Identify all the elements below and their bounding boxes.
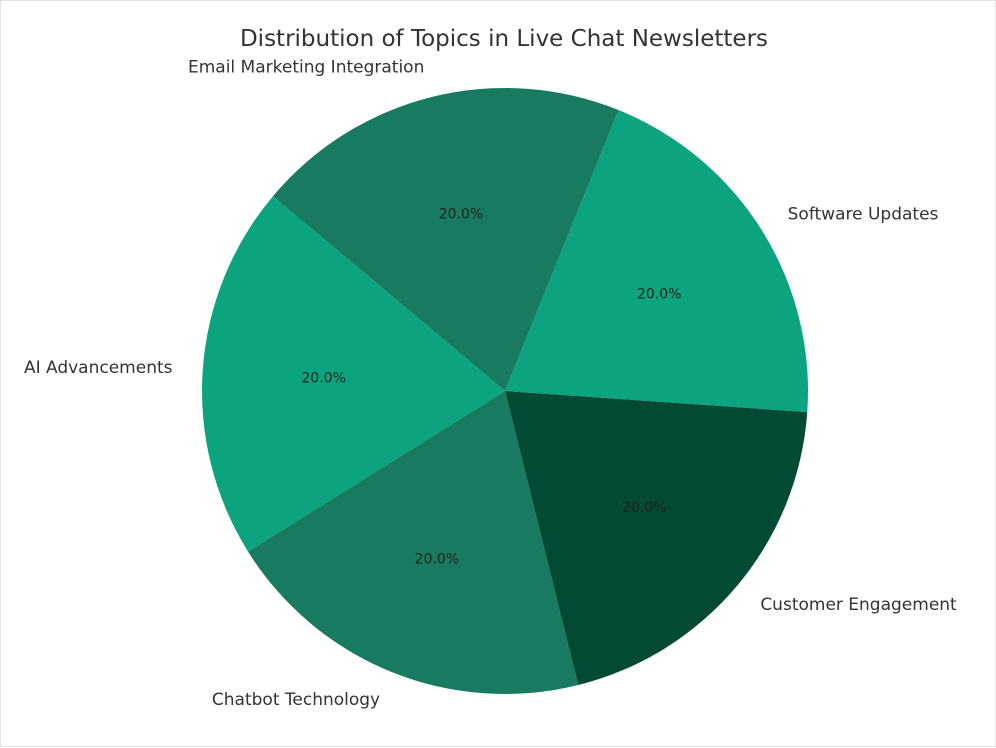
pie-slices bbox=[201, 87, 808, 695]
slice-label-email-marketing-integration: Email Marketing Integration bbox=[188, 58, 424, 78]
pie-slice-email-marketing-integration bbox=[272, 87, 619, 391]
pct-label-email-marketing-integration: 20.0% bbox=[439, 207, 483, 223]
pct-label-chatbot-technology: 20.0% bbox=[415, 552, 459, 568]
pie-slice-customer-engagement bbox=[505, 391, 808, 685]
pct-label-ai-advancements: 20.0% bbox=[301, 370, 345, 386]
chart-title: Distribution of Topics in Live Chat News… bbox=[240, 26, 768, 52]
pie-slice-chatbot-technology bbox=[248, 391, 579, 695]
percentage-labels: 20.0% 20.0% 20.0% 20.0% 20.0% bbox=[301, 207, 681, 568]
slice-labels: Software Updates Email Marketing Integrat… bbox=[24, 58, 957, 710]
pie-slice-software-updates bbox=[505, 110, 808, 413]
slice-label-customer-engagement: Customer Engagement bbox=[760, 595, 957, 615]
slice-label-chatbot-technology: Chatbot Technology bbox=[212, 690, 380, 710]
pct-label-software-updates: 20.0% bbox=[637, 287, 681, 303]
pie-slice-ai-advancements bbox=[201, 196, 505, 552]
pct-label-customer-engagement: 20.0% bbox=[622, 500, 666, 516]
slice-label-ai-advancements: AI Advancements bbox=[24, 358, 173, 378]
slice-label-software-updates: Software Updates bbox=[788, 204, 939, 224]
